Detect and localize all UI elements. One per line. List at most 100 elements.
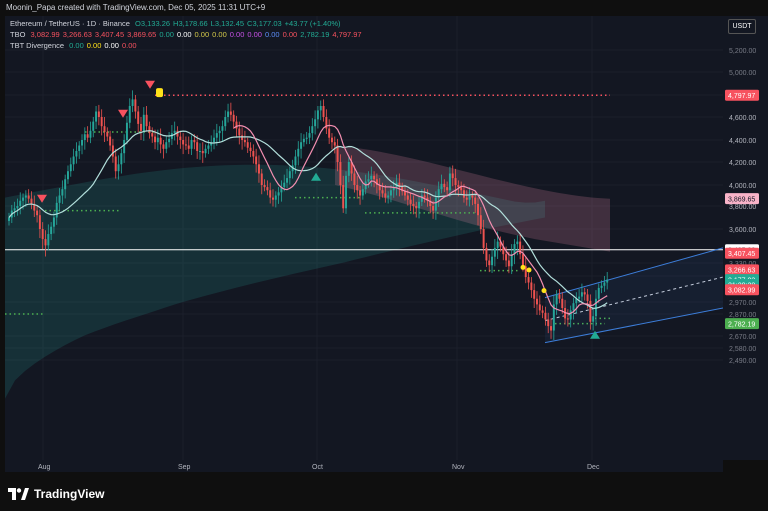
candle-body bbox=[533, 290, 536, 299]
candle-body bbox=[249, 147, 252, 151]
candle-body bbox=[600, 285, 603, 288]
price-axis[interactable]: 5,200.005,000.004,800.004,600.004,400.00… bbox=[723, 16, 768, 460]
footer: TradingView bbox=[0, 472, 768, 511]
candle-body bbox=[510, 254, 513, 267]
candle-body bbox=[8, 217, 10, 221]
candle-body bbox=[319, 106, 322, 111]
chart-panel[interactable] bbox=[5, 16, 723, 460]
candle-body bbox=[89, 130, 92, 138]
legend-row-tbo: TBO 3,082.99 3,266.63 3,407.45 3,869.65 0.00… bbox=[10, 30, 362, 39]
candle-body bbox=[311, 126, 314, 134]
y-tick-label: 4,600.00 bbox=[729, 115, 756, 122]
candle-body bbox=[246, 142, 249, 148]
buy-signal-marker bbox=[590, 330, 600, 339]
candle-body bbox=[353, 173, 356, 185]
candle-body bbox=[95, 111, 98, 122]
x-tick-label: Nov bbox=[452, 464, 465, 471]
candle-body bbox=[316, 110, 319, 120]
candle-body bbox=[238, 128, 241, 136]
price-tag-label: 3,869.65 bbox=[728, 196, 755, 203]
candle-body bbox=[140, 123, 142, 131]
price-tag-label: 3,407.45 bbox=[728, 251, 755, 258]
buy-signal-marker bbox=[311, 172, 321, 181]
price-tag: 4,797.97 bbox=[725, 89, 759, 101]
candle-body bbox=[30, 198, 33, 204]
x-tick-label: Dec bbox=[587, 464, 600, 471]
tradingview-logo[interactable]: TradingView bbox=[8, 487, 104, 501]
tbt-value-2: 0.00 bbox=[104, 41, 119, 50]
candle-body bbox=[66, 171, 69, 180]
candle-body bbox=[252, 151, 255, 157]
candle-body bbox=[521, 254, 524, 267]
tbt-values: 0.00 0.00 0.00 0.00 bbox=[66, 41, 136, 50]
candle-body bbox=[263, 185, 266, 188]
candle-body bbox=[218, 130, 221, 134]
candle-body bbox=[336, 145, 339, 162]
candle-body bbox=[552, 304, 555, 331]
candle-body bbox=[499, 241, 502, 247]
candle-body bbox=[184, 144, 187, 146]
y-tick-label: 3,600.00 bbox=[729, 227, 756, 234]
tbo-value-10: 0.00 bbox=[264, 30, 280, 39]
candle-body bbox=[123, 140, 126, 154]
candle-body bbox=[535, 298, 538, 305]
y-tick-label: 4,000.00 bbox=[729, 183, 756, 190]
currency-button[interactable]: USDT bbox=[728, 19, 756, 34]
y-tick-label: 2,870.00 bbox=[729, 312, 756, 319]
candle-body bbox=[370, 175, 373, 180]
candle-body bbox=[342, 185, 345, 209]
candle-body bbox=[375, 179, 378, 185]
tbo-value-8: 0.00 bbox=[229, 30, 245, 39]
divergence-dot bbox=[541, 288, 547, 294]
price-tag-bg bbox=[725, 193, 759, 205]
candle-body bbox=[406, 195, 409, 200]
candle-body bbox=[496, 241, 499, 248]
candle-body bbox=[260, 173, 263, 185]
candle-body bbox=[530, 282, 533, 291]
candle-body bbox=[398, 182, 401, 188]
candle-body bbox=[204, 148, 207, 154]
candle-body bbox=[148, 126, 151, 134]
legend-row-tbt: TBT Divergence 0.00 0.00 0.00 0.00 bbox=[10, 41, 137, 50]
y-tick-label: 2,970.00 bbox=[729, 300, 756, 307]
candle-body bbox=[86, 134, 89, 138]
candle-body bbox=[232, 114, 235, 122]
candle-body bbox=[221, 126, 224, 131]
ohlc-value-0: O3,133.26 bbox=[135, 19, 171, 28]
candle-body bbox=[257, 164, 260, 174]
candle-body bbox=[465, 197, 468, 200]
candle-body bbox=[389, 190, 392, 196]
price-tag: 2,782.19 bbox=[725, 318, 759, 330]
price-chart[interactable] bbox=[5, 16, 723, 460]
candle-body bbox=[566, 318, 569, 320]
candle-body bbox=[426, 197, 429, 201]
time-axis[interactable]: Aug Sep Oct Nov Dec bbox=[5, 460, 723, 472]
candle-body bbox=[359, 190, 362, 196]
candle-body bbox=[420, 195, 423, 202]
x-tick-label: Oct bbox=[312, 464, 323, 471]
candle-body bbox=[58, 195, 61, 203]
candle-body bbox=[477, 203, 479, 216]
candle-body bbox=[78, 145, 81, 151]
credit-text: Moonin_Papa created with TradingView.com… bbox=[6, 3, 266, 12]
divergence-marker bbox=[156, 88, 163, 98]
candle-body bbox=[266, 187, 269, 191]
tbo-value-7: 0.00 bbox=[212, 30, 227, 39]
y-tick-label: 5,200.00 bbox=[729, 48, 756, 55]
candle-body bbox=[387, 195, 390, 198]
candle-body bbox=[330, 137, 333, 143]
candle-body bbox=[572, 303, 575, 311]
sell-signal-marker bbox=[37, 194, 47, 203]
sell-signal-marker bbox=[118, 109, 128, 118]
candle-body bbox=[52, 217, 55, 227]
candle-body bbox=[165, 142, 168, 149]
candle-body bbox=[288, 171, 291, 179]
tbo-value-9: 0.00 bbox=[247, 30, 262, 39]
candle-body bbox=[272, 197, 274, 200]
tbo-value-12: 2,782.19 bbox=[300, 30, 330, 39]
tbo-value-0: 3,082.99 bbox=[30, 30, 60, 39]
tbt-value-1: 0.00 bbox=[86, 41, 102, 50]
candle-body bbox=[305, 137, 308, 139]
candle-body bbox=[274, 195, 277, 200]
